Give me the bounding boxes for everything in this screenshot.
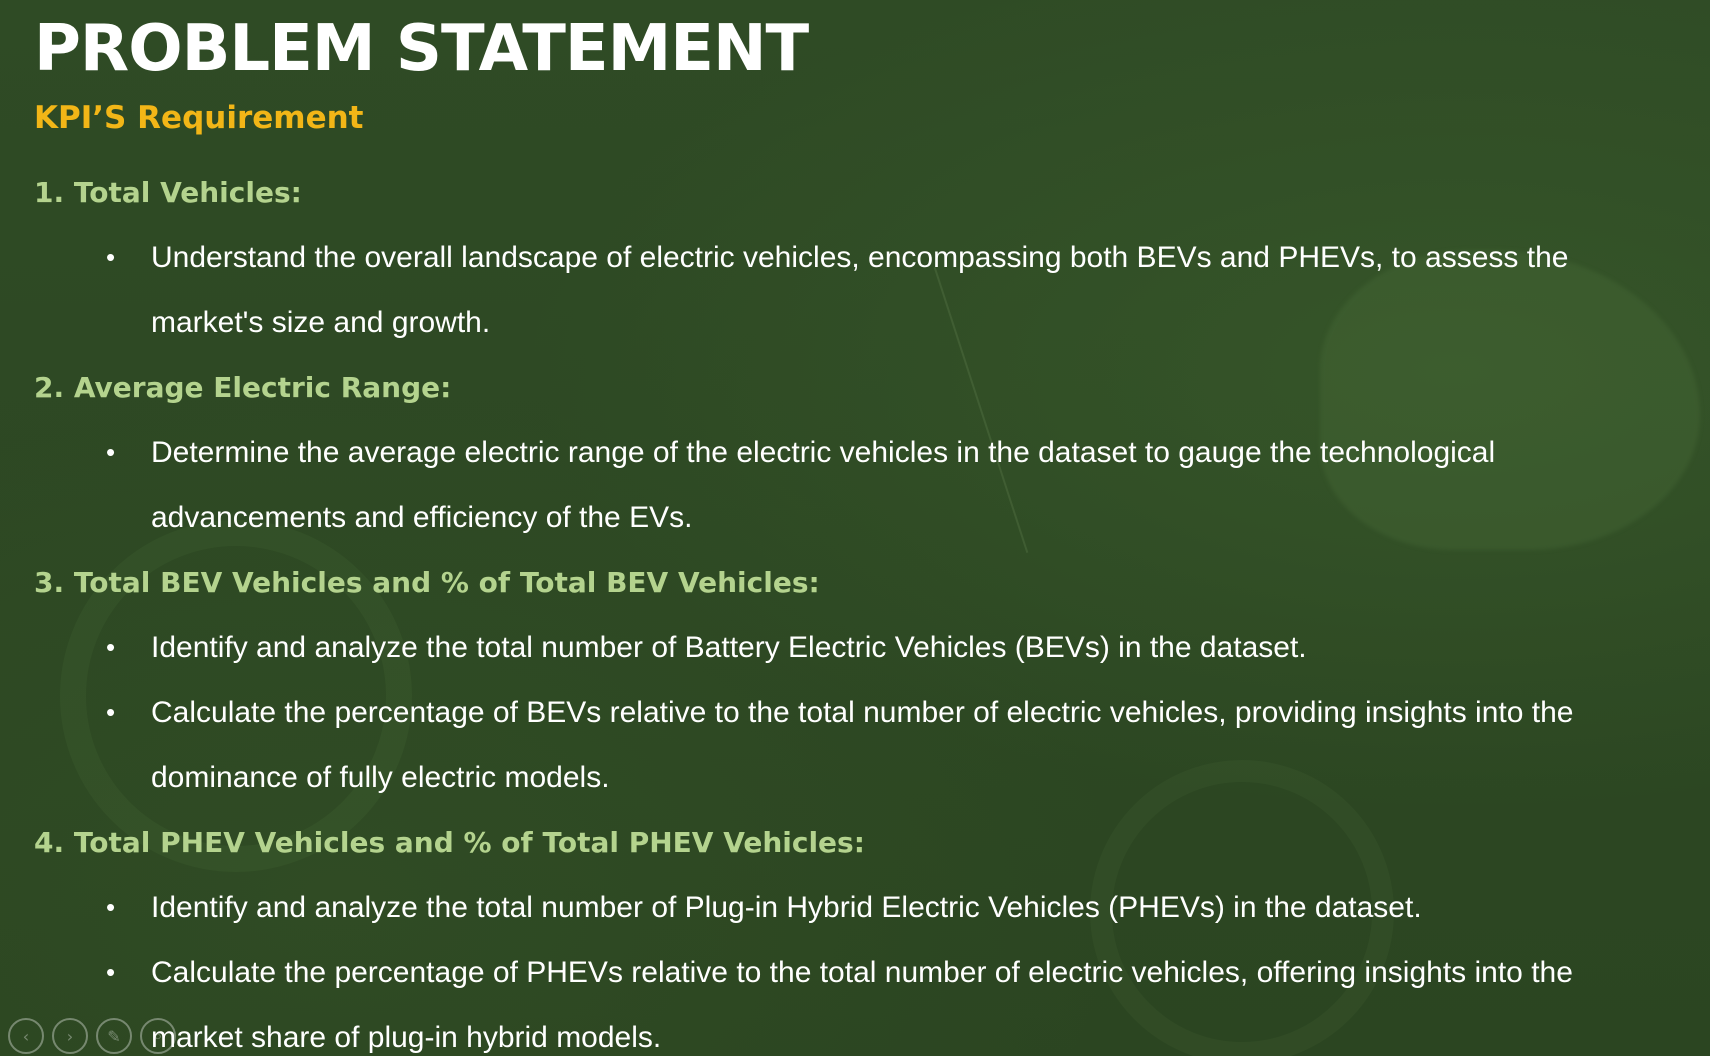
slideshow-controls: ‹ › ✎ ⌕ — [8, 1018, 176, 1054]
bullet-icon: • — [106, 940, 115, 1005]
pen-icon[interactable]: ✎ — [96, 1018, 132, 1054]
bullet-icon: • — [106, 420, 115, 485]
kpi-heading: 4. Total PHEV Vehicles and % of Total PH… — [34, 810, 1684, 875]
bullet-icon: • — [106, 875, 115, 940]
bullet-icon: • — [106, 225, 115, 290]
bullet-item: • Calculate the percentage of BEVs relat… — [34, 680, 1584, 810]
zoom-icon[interactable]: ⌕ — [140, 1018, 176, 1054]
next-slide-icon[interactable]: › — [52, 1018, 88, 1054]
bullet-list: • Identify and analyze the total number … — [34, 875, 1684, 1056]
bullet-item: • Identify and analyze the total number … — [34, 875, 1584, 940]
kpi-section: 3. Total BEV Vehicles and % of Total BEV… — [34, 550, 1684, 810]
bullet-list: • Identify and analyze the total number … — [34, 615, 1684, 810]
kpi-section: 4. Total PHEV Vehicles and % of Total PH… — [34, 810, 1684, 1056]
bullet-list: • Understand the overall landscape of el… — [34, 225, 1684, 355]
kpi-list: 1. Total Vehicles: • Understand the over… — [34, 160, 1684, 1056]
bullet-item: • Identify and analyze the total number … — [34, 615, 1584, 680]
bullet-text: Calculate the percentage of BEVs relativ… — [151, 696, 1573, 794]
bullet-item: • Understand the overall landscape of el… — [34, 225, 1584, 355]
slide-subtitle: KPI’S Requirement — [34, 100, 363, 136]
previous-slide-icon[interactable]: ‹ — [8, 1018, 44, 1054]
bullet-text: Calculate the percentage of PHEVs relati… — [151, 956, 1573, 1054]
slide-title: PROBLEM STATEMENT — [34, 12, 808, 86]
bullet-text: Identify and analyze the total number of… — [151, 891, 1422, 924]
bullet-item: • Determine the average electric range o… — [34, 420, 1584, 550]
bullet-text: Determine the average electric range of … — [151, 436, 1495, 534]
bullet-list: • Determine the average electric range o… — [34, 420, 1684, 550]
kpi-heading: 3. Total BEV Vehicles and % of Total BEV… — [34, 550, 1684, 615]
bullet-text: Identify and analyze the total number of… — [151, 631, 1307, 664]
bullet-item: • Calculate the percentage of PHEVs rela… — [34, 940, 1584, 1056]
kpi-heading: 2. Average Electric Range: — [34, 355, 1684, 420]
kpi-heading: 1. Total Vehicles: — [34, 160, 1684, 225]
bullet-icon: • — [106, 615, 115, 680]
kpi-section: 2. Average Electric Range: • Determine t… — [34, 355, 1684, 550]
bullet-icon: • — [106, 680, 115, 745]
kpi-section: 1. Total Vehicles: • Understand the over… — [34, 160, 1684, 355]
bullet-text: Understand the overall landscape of elec… — [151, 241, 1568, 339]
